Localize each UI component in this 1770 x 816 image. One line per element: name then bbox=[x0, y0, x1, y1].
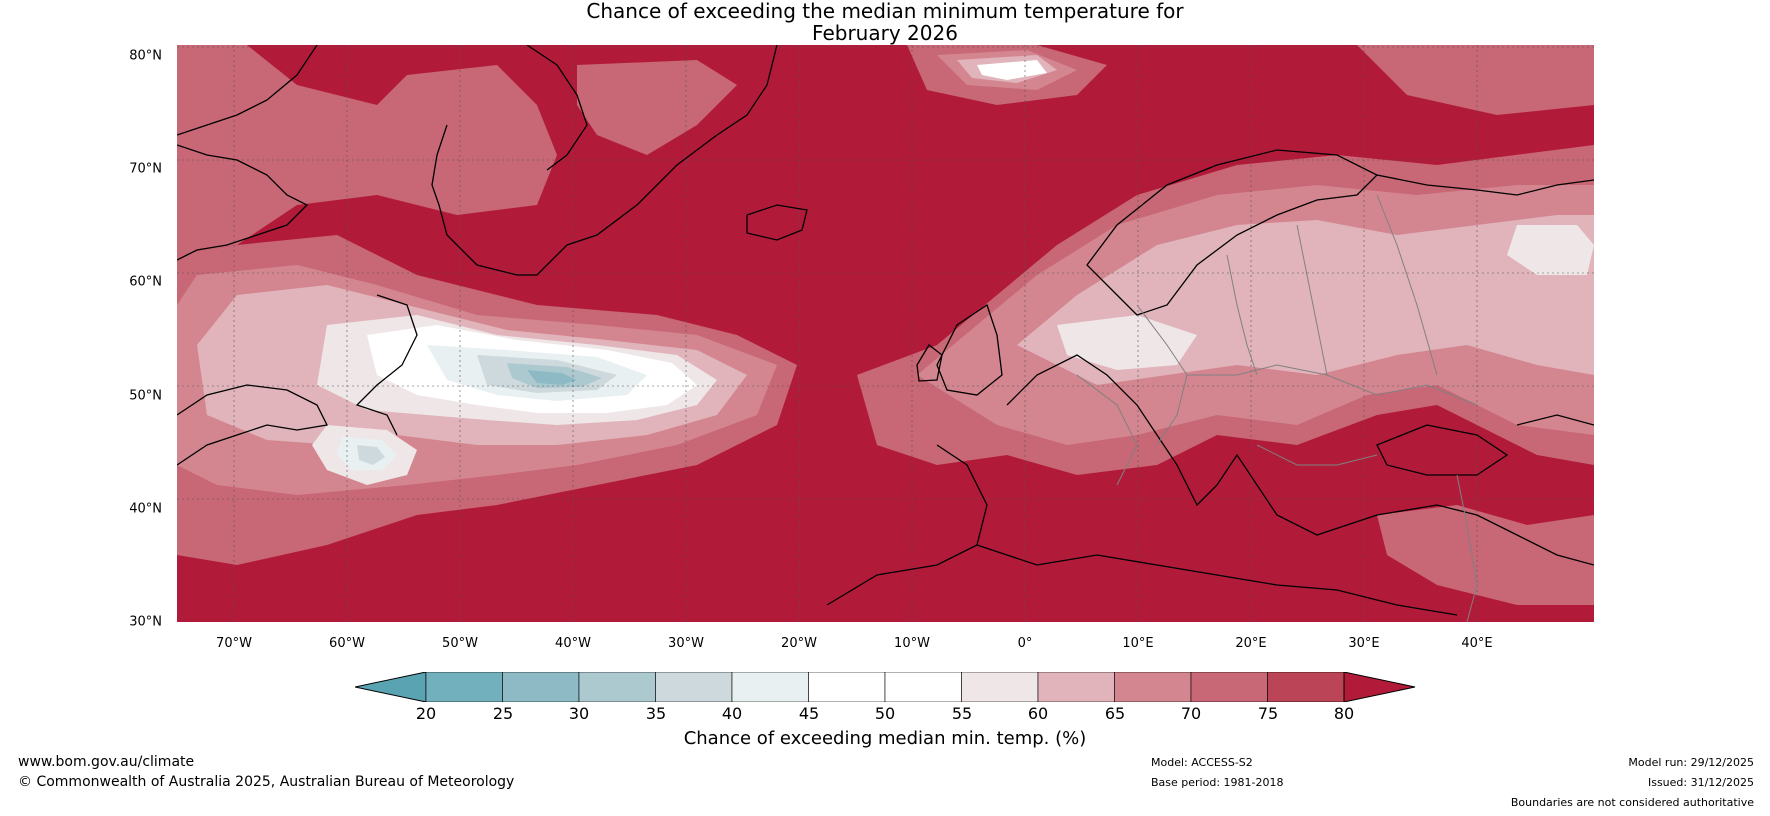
lat-label-40n: 40°N bbox=[129, 501, 162, 517]
colorbar-swatch bbox=[655, 672, 733, 702]
lon-label-10e: 10°E bbox=[1122, 636, 1154, 651]
colorbar-swatch bbox=[884, 672, 962, 702]
colorbar-tick: 40 bbox=[721, 704, 743, 723]
colorbar-tick: 65 bbox=[1104, 704, 1126, 723]
footer-copyright: © Commonwealth of Australia 2025, Austra… bbox=[18, 774, 515, 790]
lon-label-70w: 70°W bbox=[216, 636, 252, 651]
colorbar-swatch bbox=[961, 672, 1039, 702]
colorbar-tick: 25 bbox=[492, 704, 514, 723]
colorbar-swatch bbox=[425, 672, 503, 702]
lon-label-60w: 60°W bbox=[329, 636, 365, 651]
footer-model-run: Model run: 29/12/2025 bbox=[1628, 756, 1754, 769]
colorbar-swatch bbox=[808, 672, 886, 702]
lat-label-30n: 30°N bbox=[129, 614, 162, 630]
footer-url: www.bom.gov.au/climate bbox=[18, 754, 195, 770]
colorbar-tick: 20 bbox=[415, 704, 437, 723]
colorbar-swatch bbox=[502, 672, 580, 702]
colorbar-swatch bbox=[1267, 672, 1345, 702]
lon-label-20e: 20°E bbox=[1235, 636, 1267, 651]
lat-label-50n: 50°N bbox=[129, 388, 162, 404]
colorbar-tick: 70 bbox=[1180, 704, 1202, 723]
lon-label-10w: 10°W bbox=[894, 636, 930, 651]
colorbar-tick: 55 bbox=[951, 704, 973, 723]
colorbar-tick: 75 bbox=[1257, 704, 1279, 723]
lat-label-70n: 70°N bbox=[129, 161, 162, 177]
footer-model: Model: ACCESS-S2 bbox=[1151, 756, 1253, 769]
colorbar-arrow-high bbox=[1343, 672, 1416, 702]
map-title-line1: Chance of exceeding the median minimum t… bbox=[586, 0, 1184, 23]
low-probability-zones bbox=[312, 60, 1594, 485]
coastlines bbox=[177, 45, 1594, 616]
colorbar-tick: 50 bbox=[874, 704, 896, 723]
colorbar-arrow-low bbox=[355, 672, 427, 702]
colorbar-tick: 80 bbox=[1333, 704, 1355, 723]
graticule bbox=[177, 45, 1594, 622]
colorbar-tick: 35 bbox=[645, 704, 667, 723]
map-title-line2: February 2026 bbox=[812, 21, 958, 45]
colorbar-label: Chance of exceeding median min. temp. (%… bbox=[683, 728, 1087, 749]
colorbar-tick: 60 bbox=[1027, 704, 1049, 723]
lat-label-60n: 60°N bbox=[129, 274, 162, 290]
lon-label-30e: 30°E bbox=[1348, 636, 1380, 651]
colorbar-swatch bbox=[578, 672, 656, 702]
map-canvas bbox=[177, 45, 1594, 622]
colorbar-swatch bbox=[1037, 672, 1115, 702]
footer-base-period: Base period: 1981-2018 bbox=[1151, 776, 1284, 789]
colorbar-swatch bbox=[1190, 672, 1268, 702]
lon-label-30w: 30°W bbox=[668, 636, 704, 651]
footer-disclaimer: Boundaries are not considered authoritat… bbox=[1510, 796, 1754, 809]
colorbar-tick: 45 bbox=[798, 704, 820, 723]
footer-issued: Issued: 31/12/2025 bbox=[1647, 776, 1754, 789]
colorbar-tick: 30 bbox=[568, 704, 590, 723]
lon-label-50w: 50°W bbox=[442, 636, 478, 651]
colorbar-swatch bbox=[731, 672, 809, 702]
probability-map bbox=[177, 45, 1594, 622]
lon-label-40e: 40°E bbox=[1461, 636, 1493, 651]
colorbar bbox=[355, 672, 1416, 702]
lon-label-20w: 20°W bbox=[781, 636, 817, 651]
lon-label-40w: 40°W bbox=[555, 636, 591, 651]
lon-label-0: 0° bbox=[1017, 636, 1033, 651]
lat-label-80n: 80°N bbox=[129, 48, 162, 64]
national-borders bbox=[1076, 194, 1478, 622]
colorbar-swatch bbox=[1114, 672, 1192, 702]
